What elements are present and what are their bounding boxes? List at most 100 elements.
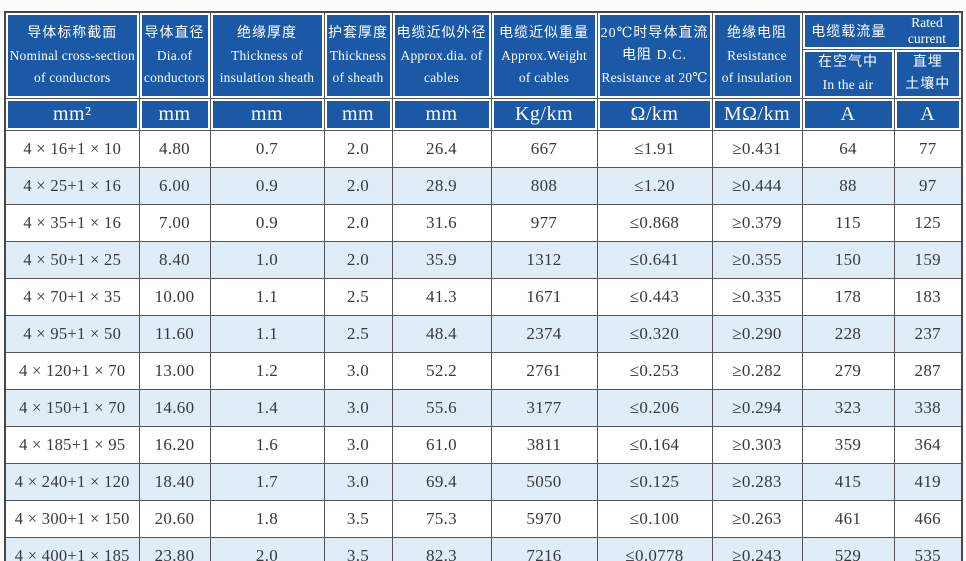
header-cn: 导体标称截面 [27,25,118,41]
header-cn: 电阻 D.C. [622,47,687,63]
table-cell: 7216 [490,537,598,561]
table-body: 4 × 16+1 × 10 4.80 0.7 2.0 26.4 667 ≤1.91 ≥0.43… [4,130,963,561]
header-en: Resistance [727,47,787,63]
table-cell: 1.8 [209,500,325,538]
unit-cell: MΩ/km [711,98,803,131]
table-cell: 419 [893,463,963,501]
header-en: conductors [143,69,206,85]
table-cell: 26.4 [391,130,492,168]
table-cell: 1312 [490,241,598,279]
table-cell: 667 [490,130,598,168]
table-cell: 4 × 25+1 × 16 [4,167,140,205]
table-cell: ≥0.335 [711,278,803,316]
table-cell: ≤0.253 [596,352,713,390]
table-cell: ≤0.125 [596,463,713,501]
table-cell: 3.5 [323,500,393,538]
header-en: of insulation [721,69,793,85]
table-row: 4 × 150+1 × 70 14.60 1.4 3.0 55.6 3177 ≤0.206 ≥… [4,389,963,427]
table-cell: 4 × 400+1 × 185 [4,537,140,561]
table-cell: 415 [801,463,895,501]
table-row: 4 × 120+1 × 70 13.00 1.2 3.0 52.2 2761 ≤0.253 ≥… [4,352,963,390]
table-row: 4 × 95+1 × 50 11.60 1.1 2.5 48.4 2374 ≤0.320 ≥0… [4,315,963,353]
table-row: 4 × 300+1 × 150 20.60 1.8 3.5 75.3 5970 ≤0.100… [4,500,963,538]
table-cell: 1.4 [209,389,325,427]
table-cell: 0.7 [209,130,325,168]
table-cell: 18.40 [138,463,211,501]
table-cell: 2.0 [323,241,393,279]
header-en: of cables [518,69,570,85]
header-en: Resistance at 20℃ [601,69,708,85]
table-cell: 3.5 [323,537,393,561]
col-header-nominal-cross-section: 导体标称截面 Nominal cross-section of conducto… [4,11,140,99]
table-row: 4 × 16+1 × 10 4.80 0.7 2.0 26.4 667 ≤1.91 ≥0.43… [4,130,963,168]
cable-spec-table: 导体标称截面 Nominal cross-section of conducto… [4,11,963,561]
header-en: Approx.Weight [501,47,587,63]
table-cell: 529 [801,537,895,561]
table-cell: 159 [893,241,963,279]
table-cell: 2374 [490,315,598,353]
table-cell: 6.00 [138,167,211,205]
table-cell: 5970 [490,500,598,538]
table-cell: 2.5 [323,278,393,316]
table-cell: 3.0 [323,463,393,501]
header-cn: 电缆近似重量 [499,25,589,41]
table-cell: 1.6 [209,426,325,464]
table-cell: 82.3 [391,537,492,561]
table-cell: 11.60 [138,315,211,353]
table-cell: ≥0.355 [711,241,803,279]
table-header: 导体标称截面 Nominal cross-section of conducto… [4,11,963,131]
table-cell: ≥0.444 [711,167,803,205]
table-cell: 3811 [490,426,598,464]
table-cell: 69.4 [391,463,492,501]
table-cell: 1.7 [209,463,325,501]
table-cell: 3.0 [323,389,393,427]
table-cell: 35.9 [391,241,492,279]
table-cell: 2.0 [209,537,325,561]
header-en: Dia.of [156,47,193,63]
table-cell: 31.6 [391,204,492,242]
unit-cell: mm [391,98,492,131]
table-cell: ≤0.0778 [596,537,713,561]
table-cell: 61.0 [391,426,492,464]
table-cell: 88 [801,167,895,205]
rated-current-group: 电缆载流量 Rated current [804,15,961,47]
table-row: 4 × 400+1 × 185 23.80 2.0 3.5 82.3 7216 ≤0.077… [4,537,963,561]
table-cell: 2.0 [323,167,393,205]
table-row: 4 × 70+1 × 35 10.00 1.1 2.5 41.3 1671 ≤0.443 ≥0… [4,278,963,316]
header-cn: 护套厚度 [328,25,388,41]
table-cell: 97 [893,167,963,205]
header-cn: 绝缘电阻 [727,25,787,41]
header-en: Thickness of [231,47,303,63]
table-cell: 52.2 [391,352,492,390]
table-cell: 4 × 70+1 × 35 [4,278,140,316]
table-cell: ≥0.379 [711,204,803,242]
table-cell: 4 × 50+1 × 25 [4,241,140,279]
table-cell: 125 [893,204,963,242]
table-cell: ≥0.303 [711,426,803,464]
col-header-conductor-diameter: 导体直径 Dia.of conductors [138,11,211,99]
unit-cell: Ω/km [596,98,713,131]
table-cell: 28.9 [391,167,492,205]
table-cell: 466 [893,500,963,538]
unit-cell: mm [209,98,325,131]
table-cell: 20.60 [138,500,211,538]
unit-cell: mm² [4,98,140,131]
table-cell: 64 [801,130,895,168]
col-header-rated-current-group: 电缆载流量 Rated current [801,11,963,50]
table-cell: 3.0 [323,352,393,390]
table-cell: 115 [801,204,895,242]
table-cell: ≤0.206 [596,389,713,427]
col-header-approx-weight: 电缆近似重量 Approx.Weight of cables [490,11,598,99]
table-row: 4 × 240+1 × 120 18.40 1.7 3.0 69.4 5050 ≤0.125… [4,463,963,501]
table-cell: 150 [801,241,895,279]
header-cn: 直埋 [912,55,943,70]
col-header-insulation-resistance: 绝缘电阻 Resistance of insulation [711,11,803,99]
table-cell: 2.0 [323,204,393,242]
header-en: of conductors [34,69,111,85]
table-cell: 4 × 300+1 × 150 [4,500,140,538]
header-en: insulation sheath [219,69,315,85]
table-cell: 41.3 [391,278,492,316]
table-cell: 228 [801,315,895,353]
table-cell: 77 [893,130,963,168]
